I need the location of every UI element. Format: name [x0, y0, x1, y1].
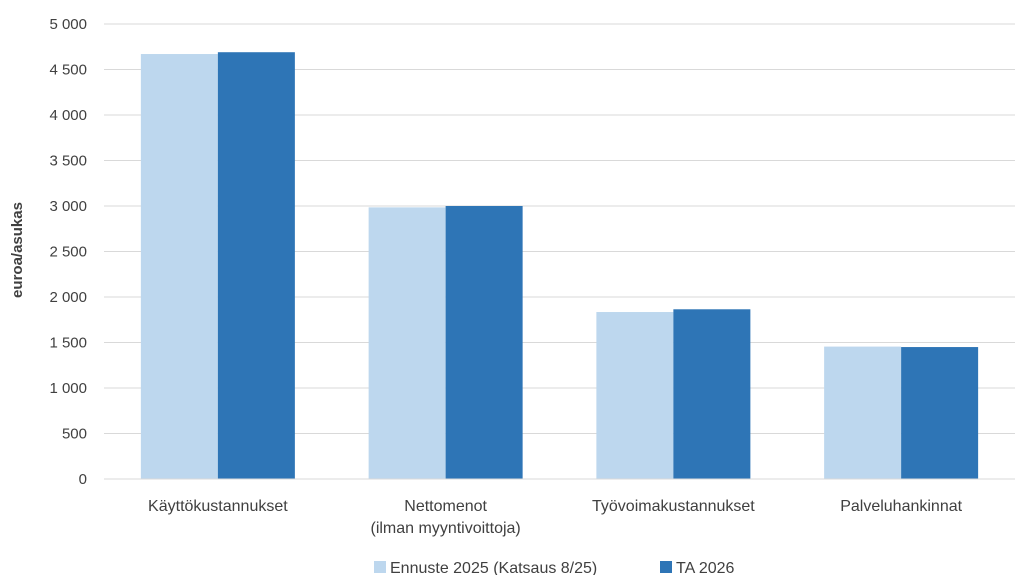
x-category-label: Työvoimakustannukset	[592, 498, 755, 515]
bar-ennuste-2025-3	[824, 346, 902, 479]
legend-label: Ennuste 2025 (Katsaus 8/25)	[390, 560, 597, 575]
y-tick-label: 2 500	[49, 244, 87, 261]
bar-ta-2026-0	[217, 52, 295, 480]
bar-ennuste-2025-0	[140, 54, 218, 479]
bar-ta-2026-1	[445, 206, 523, 479]
y-tick-label: 5 000	[49, 16, 87, 33]
y-tick-label: 1 000	[49, 380, 87, 397]
x-axis-categories: Käyttökustannukset Nettomenot (ilman myynt…	[148, 498, 963, 537]
y-tick-label: 3 500	[49, 153, 87, 170]
bar-ta-2026-2	[673, 309, 751, 479]
bar-ta-2026-3	[901, 347, 979, 479]
bar-ennuste-2025-2	[596, 312, 674, 479]
y-axis-label: euroa/asukas	[9, 202, 26, 298]
y-tick-label: 0	[79, 471, 87, 488]
y-tick-label: 500	[62, 426, 87, 443]
y-tick-label: 4 000	[49, 107, 87, 124]
bar-ennuste-2025-1	[368, 207, 446, 480]
bars	[140, 52, 979, 480]
y-tick-label: 2 000	[49, 289, 87, 306]
y-tick-label: 3 000	[49, 198, 87, 215]
x-category-label: (ilman myyntivoittoja)	[370, 520, 520, 537]
legend-swatch	[374, 561, 386, 573]
y-axis-ticks: 0 500 1 000 1 500 2 000 2 500 3 000 3 500 4 000 4…	[49, 16, 87, 488]
legend-label: TA 2026	[676, 560, 735, 575]
legend: Ennuste 2025 (Katsaus 8/25) TA 2026	[374, 560, 735, 575]
x-category-label: Nettomenot	[404, 498, 487, 515]
legend-swatch	[660, 561, 672, 573]
y-tick-label: 4 500	[49, 62, 87, 79]
y-tick-label: 1 500	[49, 335, 87, 352]
x-category-label: Käyttökustannukset	[148, 498, 288, 515]
x-category-label: Palveluhankinnat	[840, 498, 962, 515]
